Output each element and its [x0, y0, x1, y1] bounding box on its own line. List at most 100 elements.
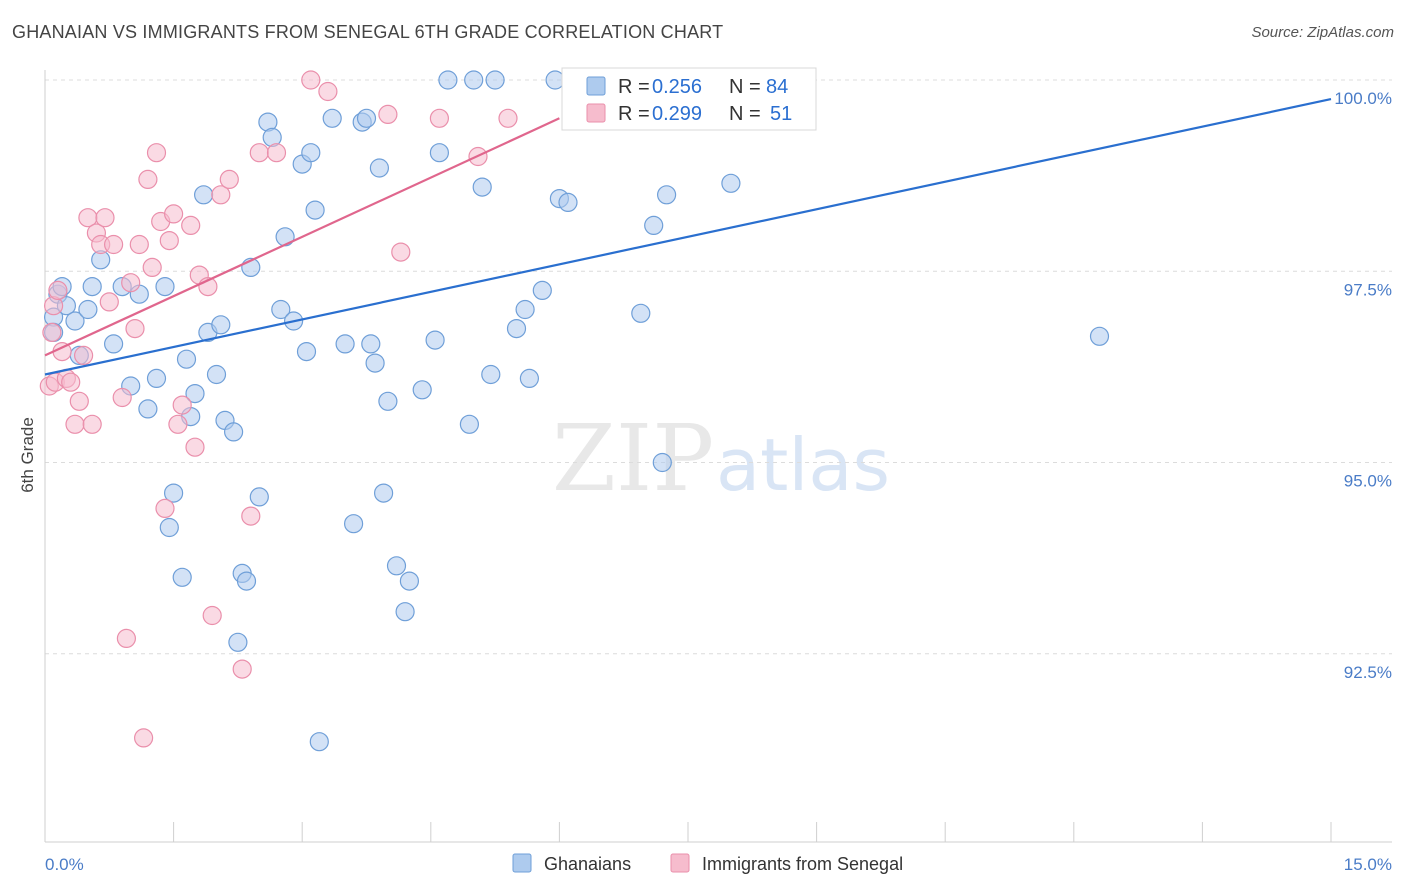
watermark-zip: ZIP [552, 405, 714, 512]
point-ghanaians-58 [425, 330, 445, 350]
point-ghanaians-69 [532, 280, 552, 300]
point-senegal-43 [266, 143, 287, 163]
point-senegal-40 [232, 659, 252, 679]
y-tick-label-2: 95.0% [1344, 472, 1392, 491]
point-ghanaians-10 [103, 334, 124, 354]
point-ghanaians-31 [236, 571, 257, 591]
stats-r-value-1: 0.256 [652, 76, 702, 98]
point-ghanaians-43 [309, 732, 329, 752]
watermark-atlas: atlas [716, 423, 890, 507]
point-ghanaians-68 [519, 368, 540, 388]
point-ghanaians-72 [558, 192, 578, 212]
point-senegal-45 [318, 81, 338, 102]
point-senegal-31 [168, 414, 188, 434]
point-senegal-24 [138, 169, 158, 189]
point-ghanaians-66 [506, 319, 527, 339]
point-senegal-12 [82, 414, 102, 434]
point-ghanaians-15 [146, 368, 167, 388]
point-ghanaians-81 [721, 173, 741, 193]
point-ghanaians-49 [361, 334, 381, 354]
point-ghanaians-33 [249, 487, 269, 507]
chart-title: GHANAIAN VS IMMIGRANTS FROM SENEGAL 6TH … [12, 22, 724, 42]
point-senegal-41 [241, 506, 261, 526]
point-senegal-23 [134, 728, 154, 748]
point-senegal-10 [73, 345, 94, 365]
point-senegal-44 [301, 70, 321, 90]
point-ghanaians-14 [138, 399, 158, 419]
point-ghanaians-26 [211, 315, 231, 335]
point-ghanaians-25 [206, 364, 227, 385]
point-senegal-21 [125, 319, 145, 339]
series-ghanaians-points [43, 70, 1110, 752]
point-senegal-20 [121, 273, 141, 293]
y-tick-labels: 100.0% 97.5% 95.0% 92.5% [1334, 89, 1392, 682]
point-senegal-17 [103, 234, 124, 255]
legend-swatch-ghanaians [512, 853, 532, 873]
point-ghanaians-50 [365, 353, 385, 373]
stats-swatch-senegal [586, 103, 606, 123]
point-senegal-19 [116, 628, 137, 649]
x-tick-label-max: 15.0% [1344, 855, 1392, 874]
point-ghanaians-29 [228, 632, 248, 652]
point-ghanaians-55 [395, 602, 415, 622]
y-tick-label-0: 100.0% [1334, 89, 1392, 108]
point-senegal-38 [211, 185, 231, 205]
x-tick-marks [44, 822, 1332, 842]
point-ghanaians-44 [322, 108, 342, 128]
point-ghanaians-51 [369, 158, 389, 178]
point-ghanaians-16 [155, 277, 175, 297]
trend-lines [44, 98, 1332, 376]
point-senegal-39 [219, 169, 239, 189]
point-senegal-29 [159, 231, 179, 251]
point-senegal-18 [112, 387, 132, 408]
stats-swatch-ghanaians [586, 76, 606, 96]
point-ghanaians-61 [459, 414, 479, 434]
point-ghanaians-52 [374, 483, 394, 503]
point-senegal-9 [69, 391, 89, 411]
y-tick-label-3: 92.5% [1344, 663, 1392, 682]
point-ghanaians-56 [399, 571, 419, 591]
point-senegal-37 [202, 605, 222, 626]
point-senegal-33 [181, 215, 201, 235]
point-ghanaians-46 [344, 514, 364, 534]
point-ghanaians-7 [78, 299, 98, 320]
point-senegal-4 [48, 280, 68, 300]
source-label: Source: ZipAtlas.com [1251, 24, 1394, 41]
point-ghanaians-75 [631, 303, 651, 323]
point-ghanaians-28 [224, 422, 244, 442]
point-ghanaians-20 [176, 349, 197, 369]
point-ghanaians-45 [335, 334, 355, 354]
point-ghanaians-83 [1089, 326, 1110, 346]
point-ghanaians-48 [356, 108, 377, 128]
legend-label-ghanaians: Ghanaians [544, 854, 631, 874]
point-senegal-32 [172, 395, 192, 415]
stats-n-value-1: 84 [766, 76, 788, 98]
point-senegal-22 [129, 234, 149, 255]
stats-r-label-2: R = [618, 103, 650, 125]
point-ghanaians-64 [481, 364, 501, 385]
trend-line-senegal [44, 117, 560, 357]
point-ghanaians-17 [159, 517, 179, 538]
point-ghanaians-59 [429, 143, 449, 163]
point-ghanaians-22 [185, 384, 205, 404]
x-tick-label-min: 0.0% [45, 855, 84, 874]
legend-label-senegal: Immigrants from Senegal [702, 854, 903, 874]
y-axis-label: 6th Grade [18, 417, 37, 493]
point-ghanaians-18 [164, 483, 184, 503]
point-ghanaians-36 [271, 299, 291, 320]
point-senegal-15 [95, 208, 115, 228]
point-senegal-7 [61, 372, 81, 392]
stats-r-value-2: 0.299 [652, 103, 702, 125]
point-senegal-1 [42, 322, 62, 342]
point-ghanaians-77 [652, 452, 672, 473]
stats-n-label-1: N = [729, 76, 761, 98]
point-ghanaians-40 [296, 342, 317, 362]
point-senegal-25 [142, 257, 162, 277]
point-senegal-42 [249, 143, 269, 163]
point-ghanaians-41 [301, 143, 321, 163]
axes [44, 70, 1392, 843]
point-ghanaians-78 [656, 185, 677, 205]
legend-swatch-senegal [670, 853, 690, 873]
point-senegal-26 [146, 143, 167, 163]
point-senegal-28 [155, 498, 175, 518]
